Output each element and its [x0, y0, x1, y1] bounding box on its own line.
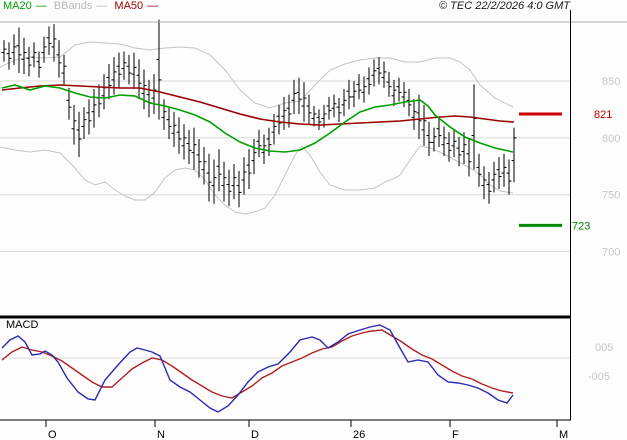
copyright-text: © TEC 22/2/2026 4:0 GMT [439, 0, 570, 12]
price-tick-label: 850 [602, 76, 620, 88]
price-tick-label: 750 [602, 190, 620, 202]
x-axis-ticks: O N D 26 F M [45, 420, 568, 440]
macd-panel-label: MACD [6, 319, 39, 331]
x-tick-label: 26 [353, 429, 365, 440]
resistance-level-label: 821 [594, 109, 612, 121]
macd-tick-label: -005 [588, 371, 610, 383]
x-tick-label: O [48, 429, 57, 440]
price-gridlines [0, 80, 570, 359]
levels: 821 723 [519, 109, 612, 232]
macd-curves [1, 324, 514, 413]
price-tick-label: 700 [602, 247, 620, 259]
macd-tick-label: 005 [595, 342, 613, 354]
candlesticks [1, 19, 517, 208]
chart-legend: MA20— BBands — MA50— [3, 0, 162, 13]
price-tick-labels: 850 800 750 700 005 -005 [588, 76, 620, 383]
bollinger-bands [0, 41, 514, 215]
bollinger-upper-line [0, 41, 514, 109]
macd-signal-line [1, 329, 514, 399]
legend-ma50-swatch: — [147, 0, 159, 12]
macd-line [1, 324, 514, 413]
legend-ma20-label: MA20 [3, 0, 32, 12]
bollinger-lower-line [0, 145, 514, 215]
x-tick-label: D [251, 429, 259, 440]
support-level-label: 723 [572, 220, 590, 232]
moving-averages [1, 84, 515, 153]
ma20-line [1, 84, 514, 153]
price-tick-label: 800 [602, 133, 620, 145]
x-tick-label: N [157, 429, 165, 440]
x-tick-label: M [559, 429, 568, 440]
ma50-line [1, 84, 515, 126]
chart-frame [0, 10, 627, 421]
legend-ma50-label: MA50 [114, 0, 144, 12]
x-tick-label: F [452, 429, 459, 440]
legend-bbands-label: BBands [53, 0, 93, 12]
legend-ma20-swatch: — [35, 0, 47, 12]
legend-bbands-swatch: — [96, 0, 108, 12]
